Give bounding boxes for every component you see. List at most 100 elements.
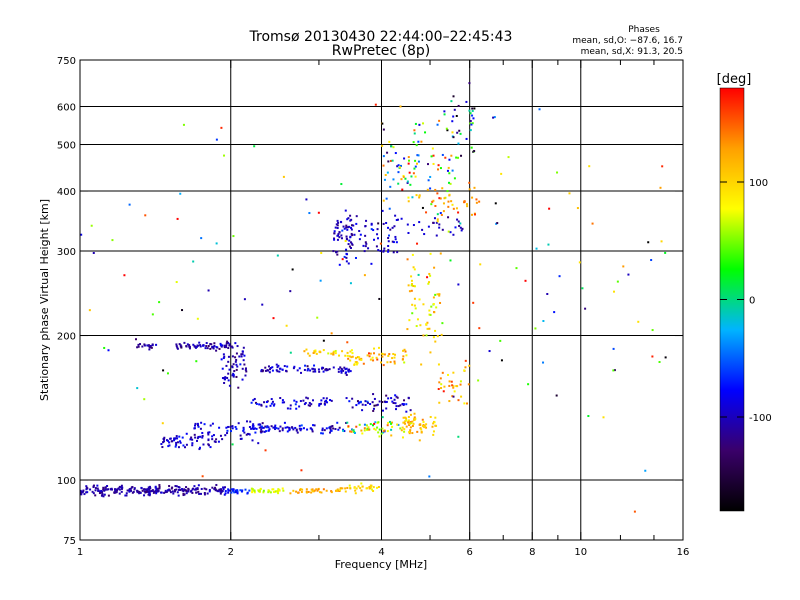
data-point (300, 427, 303, 430)
data-point (270, 398, 273, 401)
data-point (381, 353, 384, 356)
data-point (94, 494, 97, 497)
data-point (264, 449, 267, 452)
data-point (232, 363, 235, 366)
data-point (588, 165, 591, 168)
data-point (421, 206, 424, 209)
data-point (359, 487, 362, 490)
data-point (387, 397, 390, 400)
data-point (214, 440, 217, 443)
data-point (370, 262, 373, 265)
data-point (535, 247, 538, 250)
data-point (353, 486, 356, 489)
data-point (382, 431, 385, 434)
data-point (351, 243, 354, 246)
data-point (345, 367, 348, 370)
data-point (426, 188, 429, 191)
data-point (234, 491, 237, 494)
data-point (429, 274, 432, 277)
data-point (281, 401, 284, 404)
data-point (452, 233, 455, 236)
data-point (114, 491, 117, 494)
data-point (177, 446, 180, 449)
data-point (344, 239, 347, 242)
data-point (306, 397, 309, 400)
data-point (399, 166, 402, 169)
data-point (357, 485, 360, 488)
data-point (174, 437, 177, 440)
data-point (306, 369, 309, 372)
data-point (217, 490, 220, 493)
data-point (444, 156, 447, 159)
data-point (364, 400, 367, 403)
data-point (451, 203, 454, 206)
data-point (262, 491, 265, 494)
data-point (447, 230, 450, 233)
data-point (113, 491, 116, 494)
data-point (415, 194, 418, 197)
data-point (469, 122, 472, 125)
data-point (227, 425, 230, 428)
data-point (350, 228, 353, 231)
data-point (425, 426, 428, 429)
data-point (182, 489, 185, 492)
data-point (253, 145, 256, 148)
data-point (177, 494, 180, 497)
data-point (322, 488, 325, 491)
data-point (270, 402, 273, 405)
data-point (100, 489, 103, 492)
data-point (449, 182, 452, 185)
data-point (369, 486, 372, 489)
data-point (492, 116, 495, 119)
data-point (182, 444, 185, 447)
data-point (272, 404, 275, 407)
data-point (231, 425, 234, 428)
data-point (213, 488, 216, 491)
data-point (432, 422, 435, 425)
data-point (369, 423, 372, 426)
data-point (263, 401, 266, 404)
data-point (163, 491, 166, 494)
data-point (377, 249, 380, 252)
data-point (437, 363, 440, 366)
data-point (355, 425, 358, 428)
data-point (174, 445, 177, 448)
data-point (420, 140, 423, 143)
data-point (233, 491, 236, 494)
data-point (234, 342, 237, 345)
data-point (353, 431, 356, 434)
data-point (225, 346, 228, 349)
data-point (325, 397, 328, 400)
data-point (231, 346, 234, 349)
data-point (304, 364, 307, 367)
data-point (456, 218, 459, 221)
data-point (435, 221, 438, 224)
data-point (412, 422, 415, 425)
data-point (450, 154, 453, 157)
data-point (299, 488, 302, 491)
data-point (341, 350, 344, 353)
data-point (264, 369, 267, 372)
data-point (346, 228, 349, 231)
data-point (147, 344, 150, 347)
data-point (368, 485, 371, 488)
data-point (439, 252, 442, 255)
data-point (244, 374, 247, 377)
data-point (400, 178, 403, 181)
data-point (356, 356, 359, 359)
data-point (211, 422, 214, 425)
data-point (402, 174, 405, 177)
data-point (317, 368, 320, 371)
data-point (339, 366, 342, 369)
data-point (220, 358, 223, 361)
data-point (361, 409, 364, 412)
data-point (360, 357, 363, 360)
data-point (369, 358, 372, 361)
data-point (350, 232, 353, 235)
data-point (143, 344, 146, 347)
data-point (148, 491, 151, 494)
data-point (443, 113, 446, 116)
data-point (441, 153, 444, 156)
data-point (251, 439, 254, 442)
data-point (165, 490, 168, 493)
